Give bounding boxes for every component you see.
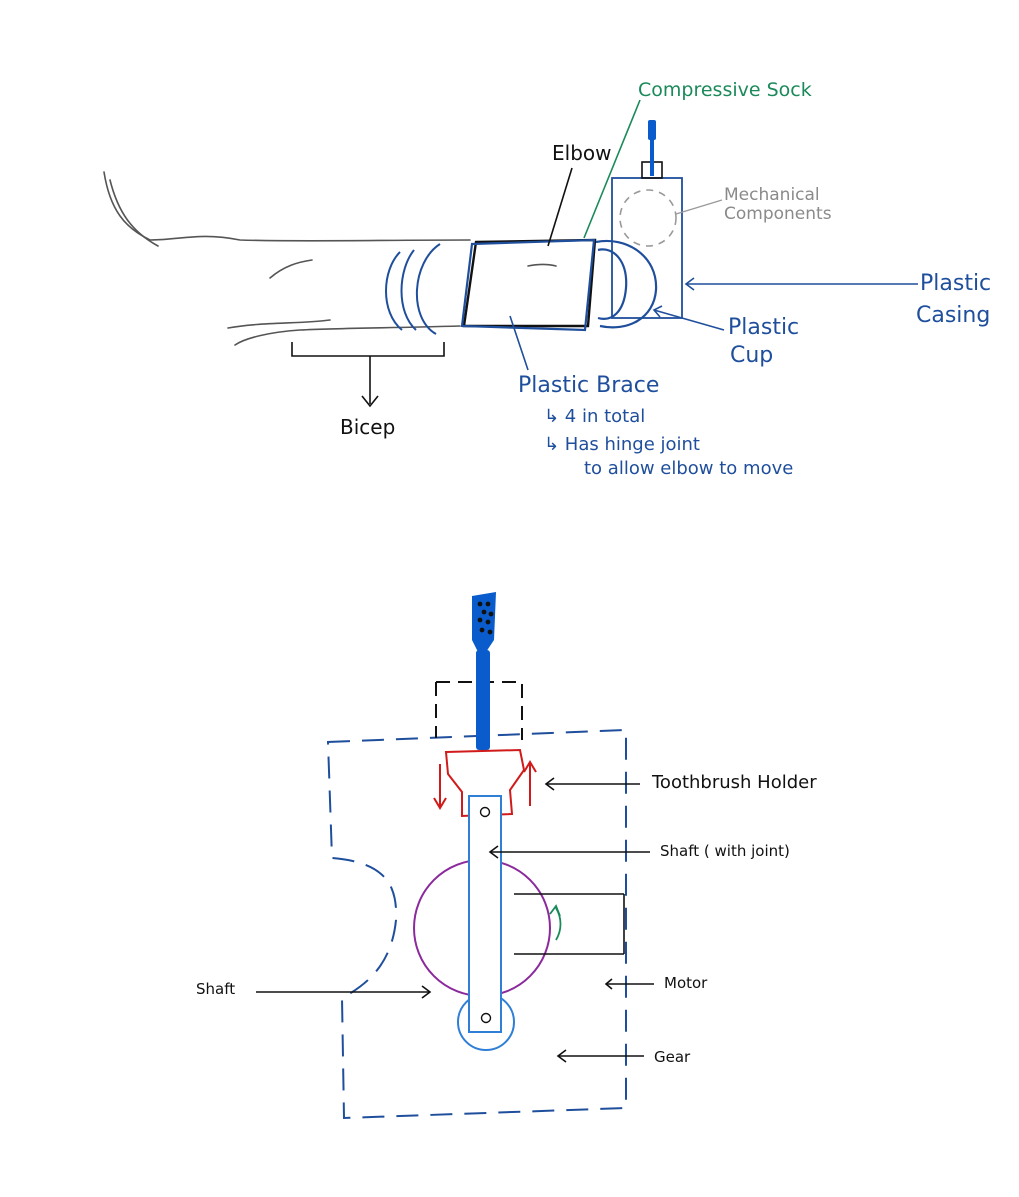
mechanism-diagram: Toothbrush Holder Shaft ( with joint) Sh… (196, 592, 817, 1120)
label-shaft-with-joint: Shaft ( with joint) (660, 842, 790, 860)
toothbrush-holder (433, 748, 537, 818)
label-brace-note-1: ↳ 4 in total (544, 406, 645, 427)
label-shaft: Shaft (196, 980, 235, 998)
label-bicep: Bicep (340, 415, 395, 439)
label-compressive-sock: Compressive Sock (638, 79, 812, 101)
label-gear: Gear (654, 1048, 691, 1066)
leader-plastic-brace (509, 315, 529, 371)
arrowhead-motor (604, 978, 613, 990)
label-plastic-cup-1: Plastic (728, 315, 799, 340)
label-toothbrush-holder: Toothbrush Holder (651, 772, 817, 793)
label-plastic-brace: Plastic Brace (518, 373, 659, 398)
casing-dashed-outline (326, 728, 627, 1120)
arrowhead-bicep (361, 395, 379, 408)
plastic-brace-shape (460, 238, 596, 332)
label-plastic-casing-1: Plastic (920, 271, 991, 296)
motor-bracket (514, 893, 625, 955)
label-elbow: Elbow (552, 141, 611, 165)
leader-mechanical-components (675, 199, 723, 215)
arrowhead-shaft-with-joint (488, 845, 499, 859)
label-brace-note-2a: ↳ Has hinge joint (544, 434, 700, 455)
label-mechanical-components-1: Mechanical (724, 185, 820, 205)
small-toothbrush-icon (641, 120, 663, 179)
leader-plastic-cup (653, 309, 725, 331)
label-motor: Motor (664, 974, 708, 992)
shaft-bar (468, 795, 502, 1033)
arrowhead-toothbrush-holder (544, 777, 555, 791)
label-plastic-casing-2: Casing (916, 303, 990, 328)
label-plastic-cup-2: Cup (730, 343, 773, 368)
leader-compressive-sock (583, 99, 641, 239)
arrowhead-plastic-cup (652, 305, 663, 318)
plastic-casing (611, 177, 683, 319)
toothbrush-icon (472, 592, 496, 750)
shaft-joint-top (479, 806, 491, 818)
arrowhead-shaft (421, 985, 432, 999)
rotation-arrow (549, 904, 562, 941)
label-brace-note-2b: to allow elbow to move (584, 458, 793, 479)
arrowhead-gear (556, 1049, 567, 1063)
bicep-brace-bands (385, 243, 441, 335)
bicep-bracket (291, 342, 445, 357)
arm-brace-diagram: Compressive Sock Elbow Mechanical Compon… (103, 79, 991, 479)
compressive-sock-outline (462, 238, 597, 328)
plastic-cup (595, 239, 658, 329)
label-mechanical-components-2: Components (724, 204, 832, 224)
arm-outline (103, 171, 557, 346)
toothbrush-socket-dashed (435, 681, 523, 740)
mechanical-components-circle (619, 189, 677, 247)
leader-elbow (547, 167, 573, 247)
shaft-joint-bottom (480, 1012, 492, 1024)
arrowhead-plastic-casing (684, 277, 695, 291)
